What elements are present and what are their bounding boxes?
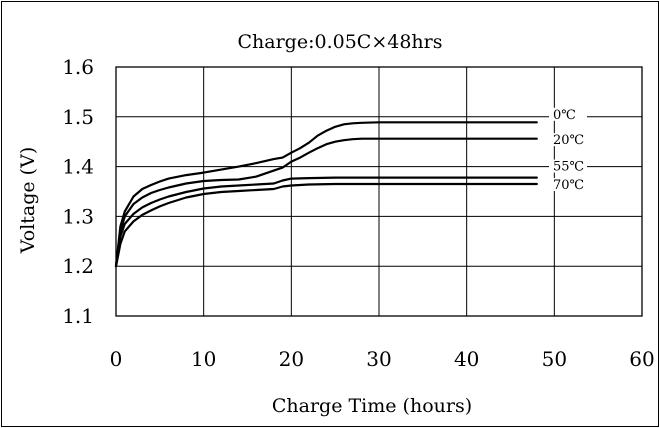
- series-line: [114, 137, 538, 268]
- series-label-bg: [549, 133, 587, 147]
- series-label: 55℃: [553, 160, 584, 175]
- y-tick-label: 1.6: [62, 55, 94, 79]
- chart-title: Charge:0.05C×48hrs: [237, 31, 442, 53]
- x-axis-label: Charge Time (hours): [272, 395, 472, 417]
- x-tick-label: 20: [279, 347, 304, 371]
- x-tick-label: 10: [191, 347, 216, 371]
- y-axis-label: Voltage (V): [17, 147, 39, 254]
- series-label: 20℃: [553, 133, 584, 148]
- series-label-bg: [549, 178, 587, 192]
- y-tick-label: 1.3: [62, 204, 94, 228]
- series-lines: [114, 121, 538, 268]
- x-tick-label: 50: [542, 347, 567, 371]
- x-tick-labels: 0 10 20 30 40 50 60: [110, 347, 655, 371]
- y-tick-label: 1.4: [62, 155, 94, 179]
- series-label: 70℃: [553, 178, 584, 193]
- x-tick-label: 30: [366, 347, 391, 371]
- series-label: 0℃: [553, 108, 576, 123]
- x-tick-label: 60: [629, 347, 654, 371]
- series-line: [114, 121, 538, 268]
- y-tick-label: 1.1: [62, 304, 94, 328]
- y-tick-label: 1.2: [62, 254, 94, 278]
- y-tick-label: 1.5: [62, 105, 94, 129]
- series-line: [114, 182, 538, 268]
- series-label-bg: [549, 107, 587, 121]
- series-line: [114, 176, 538, 268]
- series-label-layer: 0℃ 20℃ 55℃ 70℃: [549, 107, 587, 193]
- series-label-bg: [549, 159, 587, 173]
- y-tick-labels: 1.1 1.2 1.3 1.4 1.5 1.6: [62, 55, 94, 328]
- x-tick-label: 40: [454, 347, 479, 371]
- x-tick-label: 0: [110, 347, 123, 371]
